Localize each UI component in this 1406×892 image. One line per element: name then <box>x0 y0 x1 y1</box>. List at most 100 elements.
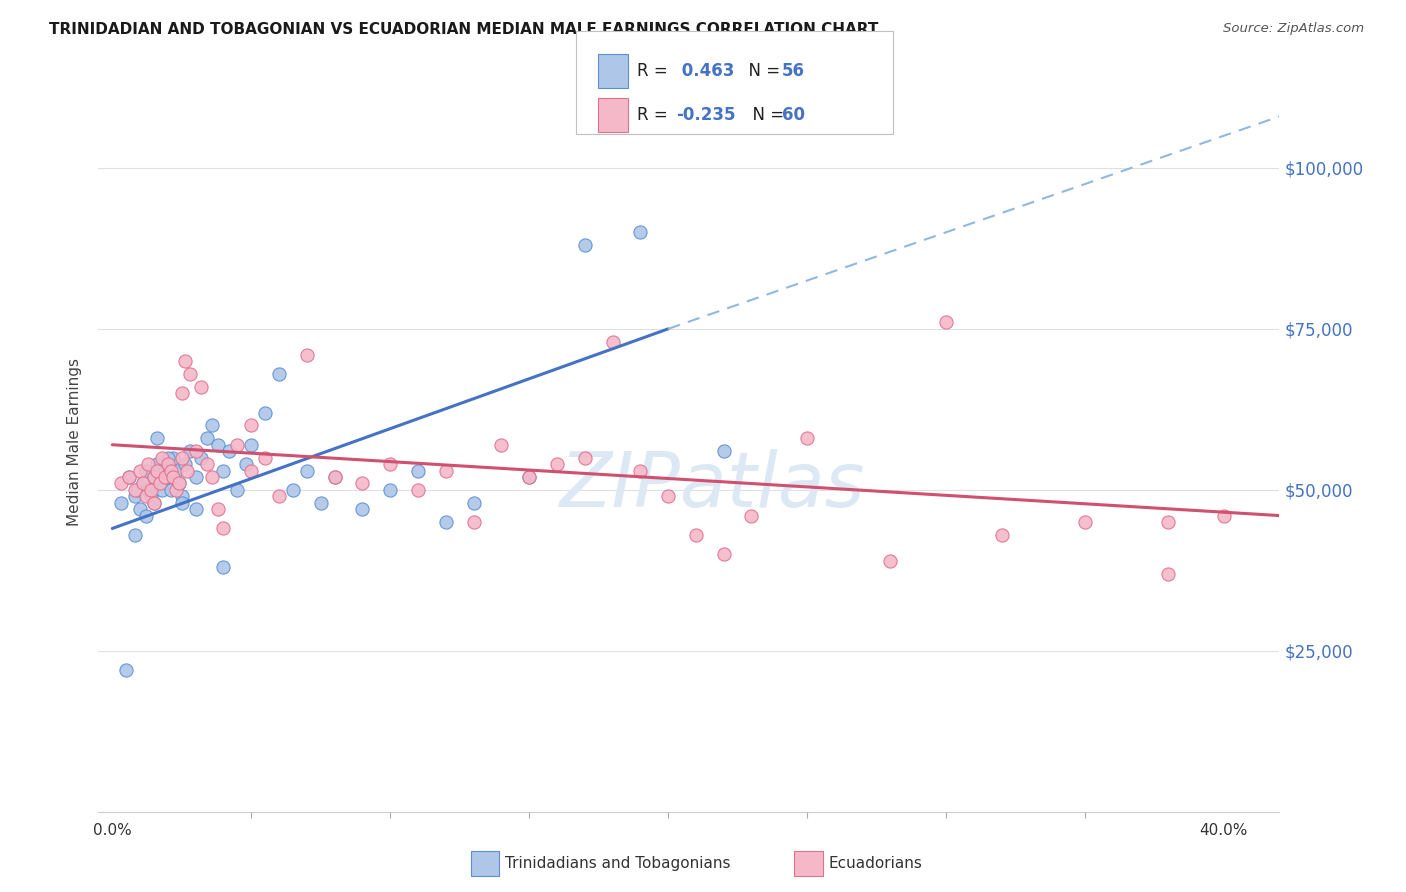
Point <box>190 380 212 394</box>
Point <box>434 515 457 529</box>
Point <box>990 528 1012 542</box>
Point <box>141 483 163 497</box>
Point <box>254 450 277 465</box>
Point <box>226 483 249 497</box>
Point <box>138 457 160 471</box>
Point <box>254 406 277 420</box>
Point <box>132 476 155 491</box>
Point <box>167 476 190 491</box>
Point <box>323 470 346 484</box>
Point <box>352 476 374 491</box>
Point <box>713 444 735 458</box>
Point <box>1212 508 1234 523</box>
Point <box>115 663 138 677</box>
Point <box>170 450 193 465</box>
Point <box>685 528 707 542</box>
Point <box>463 515 485 529</box>
Point <box>143 470 166 484</box>
Text: Ecuadorians: Ecuadorians <box>828 856 922 871</box>
Point <box>1157 515 1180 529</box>
Point <box>124 528 146 542</box>
Point <box>184 470 207 484</box>
Point <box>267 367 290 381</box>
Point <box>281 483 304 497</box>
Point <box>118 470 141 484</box>
Text: Source: ZipAtlas.com: Source: ZipAtlas.com <box>1223 22 1364 36</box>
Point <box>602 334 624 349</box>
Point <box>517 470 540 484</box>
Point <box>207 502 229 516</box>
Point <box>146 431 169 445</box>
Point <box>657 489 679 503</box>
Text: TRINIDADIAN AND TOBAGONIAN VS ECUADORIAN MEDIAN MALE EARNINGS CORRELATION CHART: TRINIDADIAN AND TOBAGONIAN VS ECUADORIAN… <box>49 22 879 37</box>
Point <box>148 476 170 491</box>
Point <box>323 470 346 484</box>
Text: R =: R = <box>637 106 673 124</box>
Point <box>135 508 157 523</box>
Point <box>173 354 195 368</box>
Point <box>207 438 229 452</box>
Point <box>546 457 568 471</box>
Point <box>143 470 166 484</box>
Point <box>226 438 249 452</box>
Point <box>173 457 195 471</box>
Point <box>240 463 263 477</box>
Point <box>212 463 235 477</box>
Point <box>170 496 193 510</box>
Text: ZIPatlas: ZIPatlas <box>560 449 865 523</box>
Point <box>165 463 187 477</box>
Point <box>153 463 176 477</box>
Point <box>1074 515 1097 529</box>
Point <box>148 476 170 491</box>
Point <box>463 496 485 510</box>
Point <box>713 547 735 561</box>
Point <box>184 502 207 516</box>
Point <box>167 476 190 491</box>
Point <box>156 450 179 465</box>
Point <box>176 463 198 477</box>
Point <box>491 438 513 452</box>
Point <box>141 489 163 503</box>
Point <box>138 483 160 497</box>
Point <box>150 450 173 465</box>
Point <box>146 457 169 471</box>
Point <box>135 463 157 477</box>
Text: N =: N = <box>742 106 790 124</box>
Point <box>295 463 318 477</box>
Point <box>879 554 901 568</box>
Point <box>159 463 181 477</box>
Point <box>170 489 193 503</box>
Point <box>380 483 402 497</box>
Point <box>574 450 596 465</box>
Point <box>146 463 169 477</box>
Point <box>201 418 224 433</box>
Point <box>406 483 429 497</box>
Point <box>153 470 176 484</box>
Point <box>159 483 181 497</box>
Point <box>434 463 457 477</box>
Text: N =: N = <box>738 62 786 80</box>
Point <box>218 444 240 458</box>
Point <box>184 444 207 458</box>
Text: 0.463: 0.463 <box>676 62 735 80</box>
Point <box>179 367 201 381</box>
Point <box>240 438 263 452</box>
Point <box>380 457 402 471</box>
Text: -0.235: -0.235 <box>676 106 735 124</box>
Point <box>935 315 957 329</box>
Point <box>110 476 132 491</box>
Point <box>124 483 146 497</box>
Point <box>517 470 540 484</box>
Point <box>143 496 166 510</box>
Point <box>295 348 318 362</box>
Point <box>628 463 651 477</box>
Text: 56: 56 <box>782 62 804 80</box>
Point <box>1157 566 1180 581</box>
Text: Trinidadians and Tobagonians: Trinidadians and Tobagonians <box>505 856 730 871</box>
Point <box>235 457 257 471</box>
Point <box>127 483 149 497</box>
Text: 60: 60 <box>782 106 804 124</box>
Point <box>309 496 332 510</box>
Point <box>267 489 290 503</box>
Point <box>124 489 146 503</box>
